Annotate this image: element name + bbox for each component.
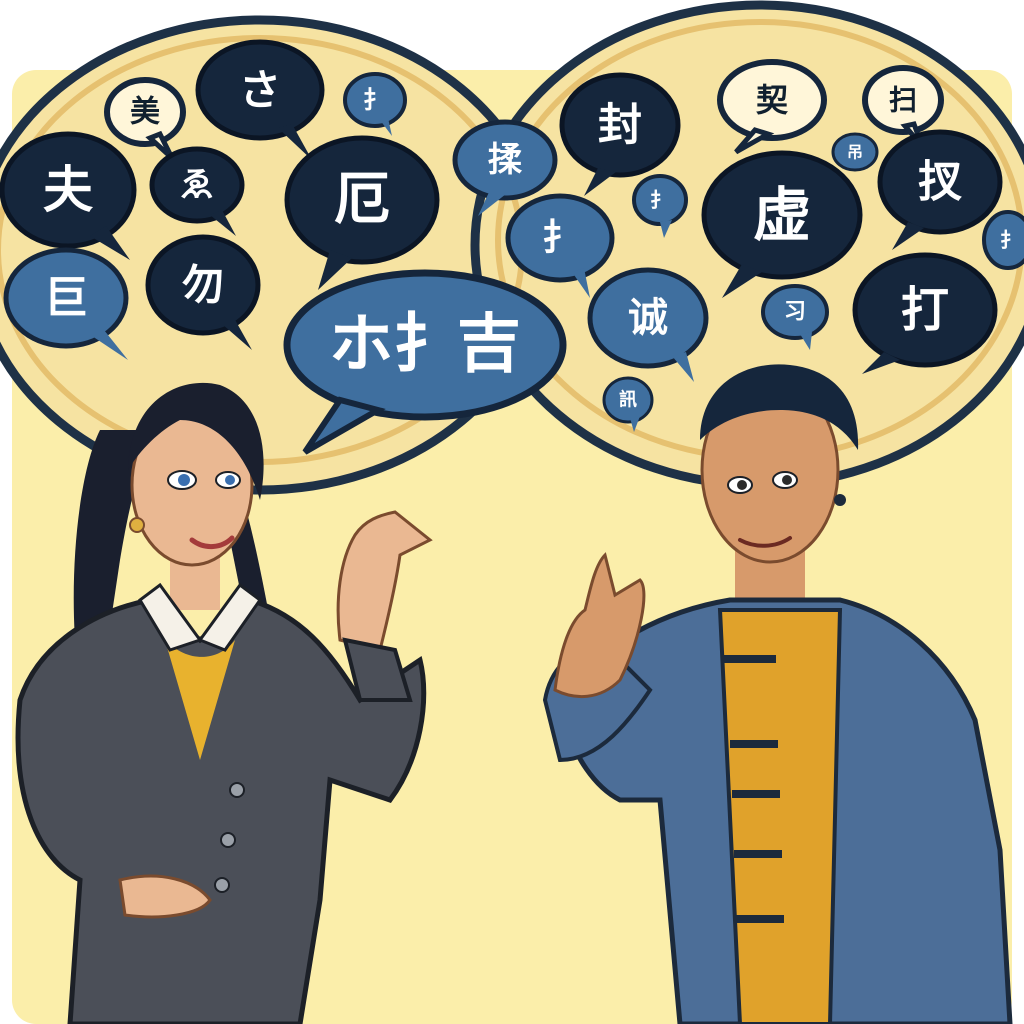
speech-bubble: 诚 (587, 267, 709, 382)
woman-figure (15, 382, 433, 1024)
speech-bubble: 厄 (284, 135, 440, 290)
bubble-glyph: 吊 (847, 143, 863, 162)
man-figure (542, 364, 1013, 1024)
speech-bubble: 吊 (831, 132, 879, 172)
bubble-glyph: 揉 (488, 140, 523, 180)
speech-bubble: 美 (104, 77, 186, 160)
man-hair (700, 364, 859, 450)
bubble-glyph: 扌 (1000, 228, 1020, 252)
speech-bubble: 扠 (877, 129, 1003, 250)
earring (129, 517, 145, 533)
woman-top (165, 640, 235, 760)
bubble-glyph: 习 (784, 300, 806, 325)
woman-raised-hand (336, 510, 433, 652)
speech-bubble: 扌 (982, 210, 1024, 270)
woman-hand-on-hip (118, 874, 212, 919)
bubble-glyph: 扌 (650, 188, 670, 212)
bubble-glyph: ゑ (180, 165, 214, 205)
bubble-glyph: 扌 (542, 218, 578, 259)
speech-bubble: 封 (559, 72, 681, 196)
speech-bubble: 揉 (452, 119, 558, 216)
speech-bubble: さ (195, 39, 325, 160)
speech-bubble: 巨 (3, 247, 129, 360)
speech-bubble: 虚 (701, 150, 863, 298)
man-peace-sign-hand (553, 552, 646, 699)
bubble-glyph: 扠 (918, 157, 962, 208)
speech-bubble: 勿 (145, 234, 261, 350)
man-mandarin-shirt (717, 608, 843, 1024)
bubble-glyph: 扌 (363, 86, 387, 114)
bubble-glyph: 夫 (43, 161, 94, 219)
woman-hair-front (128, 382, 264, 500)
woman-hair-back (73, 430, 160, 660)
speech-bubble: 扌 (343, 72, 407, 136)
bubble-glyph: 契 (756, 81, 789, 119)
speech-bubble: 扌 (505, 193, 615, 298)
speech-bubble: ゑ (149, 146, 245, 236)
earring (834, 494, 846, 506)
speech-bubble: ホ扌吉 (283, 269, 567, 455)
speech-bubble: 扌 (632, 174, 688, 238)
bubble-glyph: 勿 (182, 261, 224, 310)
speech-bubble: 扫 (862, 65, 944, 148)
bubble-glyph: ホ扌吉 (329, 308, 521, 382)
speech-bubble: 夫 (0, 131, 137, 260)
bubble-glyph: 打 (901, 282, 949, 338)
bubble-glyph: 訊 (619, 389, 637, 411)
bubble-glyph: さ (239, 66, 281, 115)
bubble-glyph: 虚 (753, 181, 811, 249)
bubble-glyph: 巨 (44, 273, 88, 324)
speech-bubble: 打 (852, 252, 998, 374)
bubble-glyph: 美 (130, 95, 160, 130)
speech-bubble: 契 (717, 59, 827, 155)
speech-bubble: 习 (761, 284, 829, 350)
bubble-glyph: 厄 (334, 168, 390, 233)
speech-bubble: 訊 (602, 376, 654, 432)
bubble-glyph: 诚 (628, 295, 668, 341)
bubble-glyph: 扫 (889, 84, 917, 117)
bubble-glyph: 封 (598, 100, 642, 151)
woman-blazer (15, 597, 427, 1024)
